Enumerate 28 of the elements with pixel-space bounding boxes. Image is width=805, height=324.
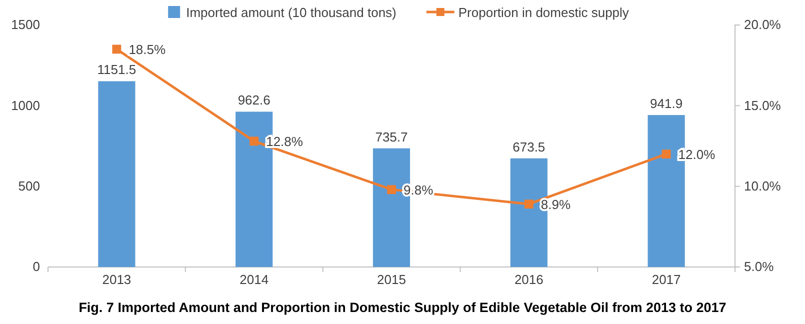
data-label: 673.5 xyxy=(512,139,546,154)
y-tick-label: 1000 xyxy=(11,98,40,113)
y2-tick-label: 10.0% xyxy=(744,178,782,194)
point xyxy=(387,185,396,194)
text: Fig. 7 Imported Amount and Proportion in Domestic Supply of Edible Vegetable Oil from 2013 to 2017 xyxy=(78,300,726,315)
data-label: 962.6 xyxy=(238,92,270,108)
y-tick-label: 500 xyxy=(18,178,40,194)
y2-tick-label: 5.0% xyxy=(744,259,774,274)
y-tick-label: 1500 xyxy=(11,17,40,32)
y2-tick-label: 15.0% xyxy=(744,98,782,113)
y2-tick-label: 20.0% xyxy=(744,17,782,32)
data-label: 941.9 xyxy=(650,96,683,112)
legend-label: Imported amount (10 thousand tons) xyxy=(186,5,396,20)
data-label: 18.5% xyxy=(128,42,166,58)
point xyxy=(250,136,259,146)
x-tick-label: 2016 xyxy=(514,272,544,288)
point xyxy=(662,150,671,159)
x-tick-label: 2015 xyxy=(377,272,406,288)
x-tick-label: 2017 xyxy=(652,272,681,288)
point xyxy=(524,200,534,209)
legend-label: Proportion in domestic supply xyxy=(458,5,630,20)
x-tick-label: 2014 xyxy=(240,272,269,288)
data-label: 735.7 xyxy=(375,129,408,144)
data-label: 1151.5 xyxy=(97,62,136,78)
y-tick-label: 0 xyxy=(32,259,40,274)
bar xyxy=(98,81,136,267)
x-tick-label: 2013 xyxy=(102,272,132,288)
point xyxy=(112,44,122,54)
